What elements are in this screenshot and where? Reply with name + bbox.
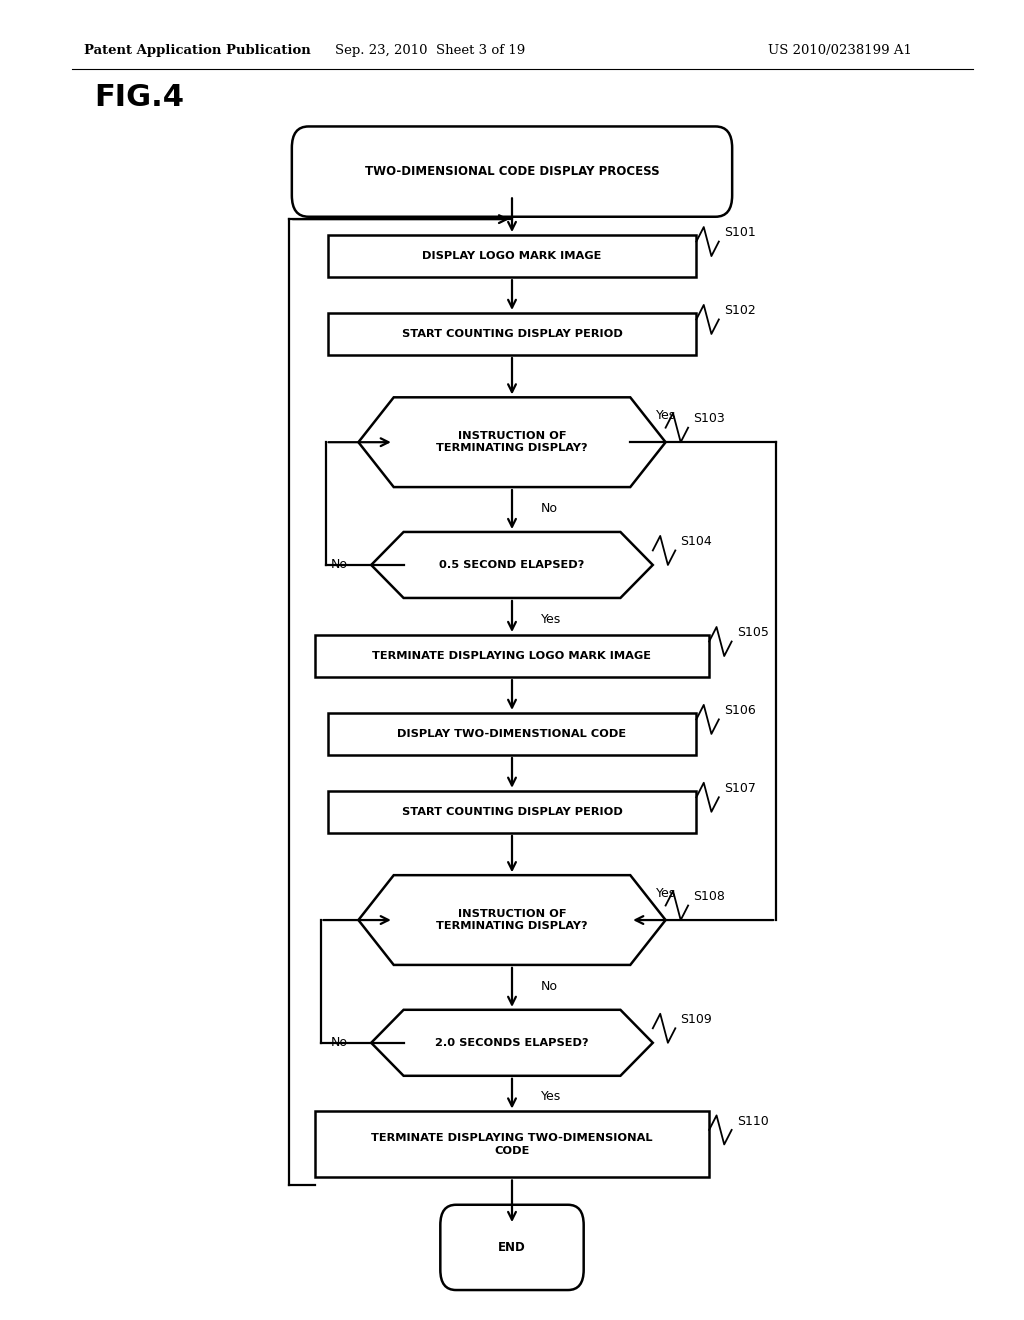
Text: TERMINATE DISPLAYING TWO-DIMENSIONAL
CODE: TERMINATE DISPLAYING TWO-DIMENSIONAL COD… [372,1134,652,1155]
Text: S101: S101 [724,226,756,239]
Text: Patent Application Publication: Patent Application Publication [84,44,310,57]
Bar [328,791,696,833]
Text: START COUNTING DISPLAY PERIOD: START COUNTING DISPLAY PERIOD [401,807,623,817]
Text: FIG.4: FIG.4 [94,83,184,112]
Text: S102: S102 [724,304,756,317]
Text: Yes: Yes [656,887,676,900]
Text: No: No [331,1036,347,1049]
Bar [315,1111,709,1177]
Bar [328,235,696,277]
Text: S110: S110 [737,1114,769,1127]
Text: START COUNTING DISPLAY PERIOD: START COUNTING DISPLAY PERIOD [401,329,623,339]
Text: S105: S105 [737,626,769,639]
Text: Yes: Yes [656,409,676,422]
Text: S109: S109 [680,1012,713,1026]
Text: No: No [331,558,347,572]
FancyBboxPatch shape [440,1205,584,1290]
Text: TERMINATE DISPLAYING LOGO MARK IMAGE: TERMINATE DISPLAYING LOGO MARK IMAGE [373,651,651,661]
Text: TWO-DIMENSIONAL CODE DISPLAY PROCESS: TWO-DIMENSIONAL CODE DISPLAY PROCESS [365,165,659,178]
Text: S106: S106 [724,704,756,717]
Polygon shape [371,1010,653,1076]
Text: Yes: Yes [541,612,561,626]
Polygon shape [358,875,666,965]
Bar [328,313,696,355]
Text: 0.5 SECOND ELAPSED?: 0.5 SECOND ELAPSED? [439,560,585,570]
Text: DISPLAY TWO-DIMENSTIONAL CODE: DISPLAY TWO-DIMENSTIONAL CODE [397,729,627,739]
Text: END: END [498,1241,526,1254]
Polygon shape [358,397,666,487]
Text: Yes: Yes [541,1090,561,1104]
Text: INSTRUCTION OF
TERMINATING DISPLAY?: INSTRUCTION OF TERMINATING DISPLAY? [436,432,588,453]
Text: S103: S103 [693,412,725,425]
Text: S104: S104 [680,535,713,548]
Text: S107: S107 [724,781,756,795]
Text: Sep. 23, 2010  Sheet 3 of 19: Sep. 23, 2010 Sheet 3 of 19 [335,44,525,57]
Bar [315,635,709,677]
FancyBboxPatch shape [292,127,732,216]
Text: DISPLAY LOGO MARK IMAGE: DISPLAY LOGO MARK IMAGE [422,251,602,261]
Text: US 2010/0238199 A1: US 2010/0238199 A1 [768,44,911,57]
Bar [328,713,696,755]
Text: INSTRUCTION OF
TERMINATING DISPLAY?: INSTRUCTION OF TERMINATING DISPLAY? [436,909,588,931]
Text: S108: S108 [693,890,725,903]
Text: 2.0 SECONDS ELAPSED?: 2.0 SECONDS ELAPSED? [435,1038,589,1048]
Polygon shape [371,532,653,598]
Text: No: No [541,979,558,993]
Text: No: No [541,502,558,515]
